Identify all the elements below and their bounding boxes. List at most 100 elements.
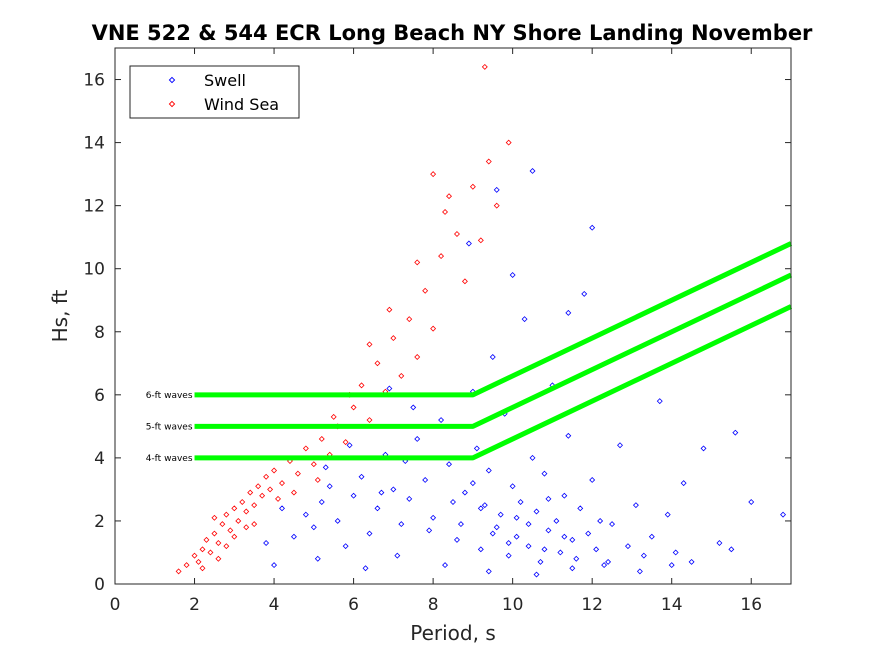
swell-point-46 [565, 432, 572, 439]
wind-sea-point-26 [302, 445, 309, 452]
swell-point-25 [481, 502, 488, 509]
wind-sea-point-40 [414, 354, 421, 360]
swell-point-83 [263, 540, 270, 546]
swell-point-49 [577, 505, 584, 512]
swell-point-76 [509, 272, 516, 278]
x-tick-label-0: 0 [110, 595, 121, 615]
wind-sea-point-4 [199, 546, 206, 553]
threshold-label-2: 4-ft waves [146, 454, 193, 464]
wind-sea-point-46 [461, 278, 468, 285]
wind-sea-point-54 [442, 208, 449, 215]
swell-point-57 [617, 442, 623, 449]
swell-point-34 [517, 499, 524, 505]
wind-sea-point-67 [275, 495, 282, 502]
swell-point-101 [561, 533, 568, 540]
wind-sea-point-38 [398, 372, 405, 379]
wind-sea-point-10 [223, 511, 230, 518]
swell-point-47 [569, 536, 576, 543]
swell-point-12 [390, 486, 397, 493]
legend-entries: Swell Wind Sea [168, 71, 279, 114]
swell-point-26 [485, 467, 492, 474]
wind-sea-point-49 [485, 158, 492, 165]
swell-point-62 [656, 398, 663, 405]
x-tick-label-8: 16 [740, 595, 762, 615]
wind-sea-point-18 [255, 483, 262, 490]
wind-sea-point-35 [374, 360, 381, 367]
swell-point-35 [521, 316, 528, 323]
swell-point-72 [589, 224, 596, 231]
swell-point-79 [386, 385, 393, 392]
wind-sea-point-62 [231, 533, 238, 540]
swell-point-1 [302, 511, 309, 518]
swell-point-41 [545, 527, 552, 534]
wind-sea-point-34 [366, 417, 373, 424]
swell-point-100 [545, 495, 552, 502]
swell-point-71 [780, 511, 787, 518]
swell-point-17 [430, 514, 437, 521]
wind-sea-point-27 [310, 461, 317, 468]
swell-point-2 [310, 524, 317, 531]
wind-sea-point-45 [454, 231, 460, 237]
swell-point-56 [609, 521, 616, 528]
wind-sea-point-3 [195, 558, 202, 565]
wind-sea-point-5 [203, 536, 210, 543]
wind-sea-point-1 [183, 562, 190, 569]
swell-point-67 [700, 445, 707, 452]
wind-sea-point-57 [366, 341, 373, 348]
swell-point-78 [410, 404, 417, 411]
axes-box [114, 47, 792, 585]
threshold-line-1 [194, 272, 793, 429]
wind-sea-point-28 [318, 435, 325, 442]
wind-sea-point-15 [243, 508, 250, 515]
swell-point-85 [314, 555, 321, 562]
axis-ticks: 0 2 4 6 8 10 12 14 16 0 2 4 6 8 10 12 14 16 [83, 48, 791, 615]
swell-point-70 [748, 499, 755, 505]
swell-point-92 [605, 558, 612, 565]
swell-point-64 [672, 549, 679, 556]
wind-sea-point-11 [227, 527, 234, 534]
swell-point-15 [414, 435, 421, 442]
swell-point-13 [398, 521, 405, 528]
swell-point-33 [513, 533, 520, 540]
wind-sea-point-21 [267, 486, 274, 493]
swell-point-5 [334, 517, 341, 524]
swell-point-102 [489, 530, 496, 537]
y-axis-label: Hs, ft [48, 289, 72, 342]
swell-point-44 [557, 549, 564, 556]
swell-point-86 [362, 565, 369, 572]
y-tick-label-3: 6 [94, 386, 105, 406]
swell-point-23 [473, 445, 480, 452]
legend-label-wind-sea: Wind Sea [204, 95, 279, 114]
wind-sea-point-12 [231, 505, 238, 512]
y-tick-label-4: 8 [94, 323, 105, 343]
y-tick-label-6: 12 [83, 197, 105, 217]
swell-point-95 [728, 546, 735, 553]
swell-point-19 [446, 461, 452, 468]
x-tick-label-2: 4 [269, 595, 280, 615]
wind-sea-point-39 [406, 316, 413, 323]
wind-sea-point-68 [290, 489, 297, 496]
wind-sea-point-17 [251, 502, 258, 509]
swell-point-96 [457, 521, 464, 528]
swell-point-63 [664, 511, 671, 518]
legend-marker-wind-sea [168, 100, 176, 108]
swell-point-10 [374, 505, 381, 512]
threshold-label-0: 6-ft waves [146, 391, 193, 401]
swell-point-3 [318, 499, 325, 505]
wind-sea-point-6 [207, 549, 214, 556]
swell-point-50 [581, 290, 588, 297]
swell-point-53 [593, 546, 600, 553]
wind-sea-point-52 [481, 63, 488, 70]
y-tick-label-0: 0 [94, 575, 105, 595]
wind-sea-point-48 [477, 237, 484, 244]
wind-sea-point-65 [215, 555, 222, 562]
swell-point-61 [648, 533, 655, 540]
swell-point-89 [485, 568, 492, 575]
threshold-lines: 6-ft waves 5-ft waves 4-ft waves [146, 241, 793, 464]
swell-point-88 [442, 562, 449, 569]
y-tick-label-8: 16 [83, 71, 105, 91]
wind-sea-point-63 [243, 524, 250, 531]
wind-sea-point-2 [191, 552, 198, 559]
swell-point-36 [525, 543, 532, 550]
